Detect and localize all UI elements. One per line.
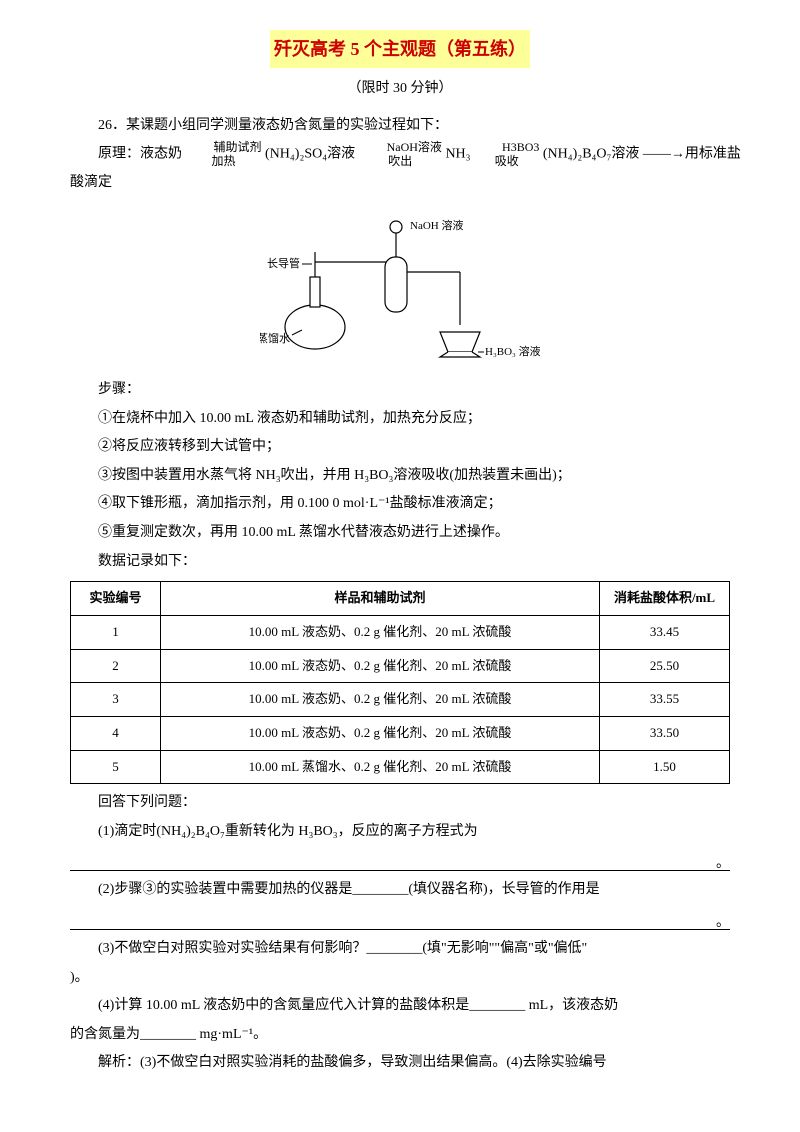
answer-label: 回答下列问题：	[70, 790, 730, 817]
question-2: (2)步骤③的实验装置中需要加热的仪器是________(填仪器名称)，长导管的…	[70, 877, 730, 904]
step-3: ③按图中装置用水蒸气将 NH₃吹出，并用 H₃BO₃溶液吸收(加热装置未画出)；	[70, 463, 730, 490]
data-label: 数据记录如下：	[70, 549, 730, 576]
answer-blank-2	[70, 910, 730, 930]
question-intro: 26．某课题小组同学测量液态奶含氮量的实验过程如下：	[70, 113, 730, 140]
question-1: (1)滴定时(NH₄)₂B₄O₇重新转化为 H₃BO₃，反应的离子方程式为	[70, 819, 730, 846]
answer-blank-1	[70, 851, 730, 871]
col-header: 样品和辅助试剂	[161, 582, 600, 616]
question-4b: 的含氮量为________ mg·mL⁻¹。	[70, 1022, 730, 1049]
time-limit: （限时 30 分钟）	[70, 76, 730, 103]
table-row: 410.00 mL 液态奶、0.2 g 催化剂、20 mL 浓硫酸33.50	[71, 716, 730, 750]
question-4a: (4)计算 10.00 mL 液态奶中的含氮量应代入计算的盐酸体积是______…	[70, 993, 730, 1020]
question-3b: )。	[70, 965, 730, 992]
col-header: 消耗盐酸体积/mL	[600, 582, 730, 616]
step-1: ①在烧杯中加入 10.00 mL 液态奶和辅助试剂，加热充分反应；	[70, 406, 730, 433]
label-flask: 蒸馏水	[260, 331, 290, 345]
table-header-row: 实验编号 样品和辅助试剂 消耗盐酸体积/mL	[71, 582, 730, 616]
table-row: 310.00 mL 液态奶、0.2 g 催化剂、20 mL 浓硫酸33.55	[71, 683, 730, 717]
step-4: ④取下锥形瓶，滴加指示剂，用 0.100 0 mol·L⁻¹盐酸标准液滴定；	[70, 491, 730, 518]
apparatus-diagram: NaOH 溶液 长导管 蒸馏水 H₃BO₃ 溶液	[260, 207, 540, 367]
label-naoh: NaOH 溶液	[410, 218, 463, 232]
page-title: 歼灭高考 5 个主观题（第五练）	[270, 30, 530, 68]
step-5: ⑤重复测定数次，再用 10.00 mL 蒸馏水代替液态奶进行上述操作。	[70, 520, 730, 547]
data-table: 实验编号 样品和辅助试剂 消耗盐酸体积/mL 110.00 mL 液态奶、0.2…	[70, 581, 730, 784]
label-beaker: H₃BO₃ 溶液	[485, 344, 540, 358]
principle-end: 酸滴定	[70, 170, 730, 197]
table-row: 110.00 mL 液态奶、0.2 g 催化剂、20 mL 浓硫酸33.45	[71, 615, 730, 649]
step-2: ②将反应液转移到大试管中；	[70, 434, 730, 461]
label-tube: 长导管	[267, 256, 300, 270]
principle-line: 原理：液态奶 辅助试剂加热 (NH₄)₂SO₄溶液 NaOH溶液吹出 NH₃ H…	[70, 141, 730, 168]
explanation: 解析：(3)不做空白对照实验消耗的盐酸偏多，导致测出结果偏高。(4)去除实验编号	[70, 1050, 730, 1077]
steps-label: 步骤：	[70, 377, 730, 404]
table-row: 210.00 mL 液态奶、0.2 g 催化剂、20 mL 浓硫酸25.50	[71, 649, 730, 683]
question-3a: (3)不做空白对照实验对实验结果有何影响？________(填"无影响""偏高"…	[70, 936, 730, 963]
table-row: 510.00 mL 蒸馏水、0.2 g 催化剂、20 mL 浓硫酸1.50	[71, 750, 730, 784]
col-header: 实验编号	[71, 582, 161, 616]
